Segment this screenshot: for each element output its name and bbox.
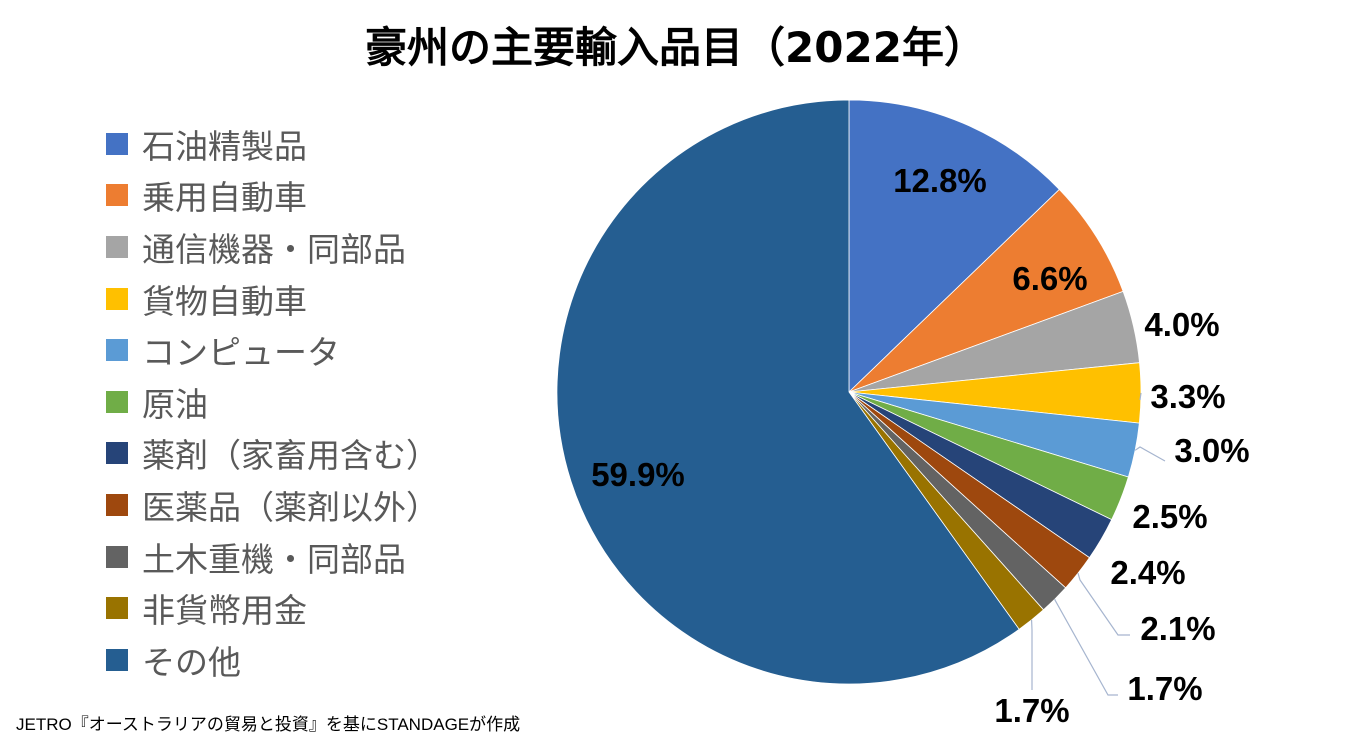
legend-swatch [106, 339, 128, 362]
leader-line [1077, 572, 1130, 636]
pie-slice [848, 188, 1124, 393]
data-label: 2.4% [1110, 554, 1185, 591]
pie-slice [556, 99, 1020, 685]
legend-item: 貨物自動車 [106, 273, 439, 325]
legend-swatch [106, 442, 128, 465]
legend-label: コンピュータ [142, 333, 340, 373]
legend-swatch [106, 597, 128, 620]
legend-label: 薬剤（家畜用含む） [142, 436, 439, 476]
legend: 石油精製品乗用自動車通信機器・同部品 貨物自動車コンピュータ 原油薬剤（家畜用含む）… [106, 118, 439, 686]
legend-label: 通信機器・同部品 [142, 229, 406, 269]
legend-swatch [106, 390, 128, 413]
leader-line [1134, 446, 1166, 462]
leader-line [1054, 599, 1118, 696]
legend-item: 非貨幣用金 [106, 582, 439, 634]
legend-swatch [106, 287, 128, 310]
data-label: 6.6% [1012, 260, 1087, 297]
legend-label: 原油 [142, 384, 208, 424]
data-label: 59.9% [591, 456, 685, 493]
legend-label: 石油精製品 [142, 126, 307, 166]
legend-item: 通信機器・同部品 [106, 221, 439, 273]
legend-swatch [106, 235, 128, 258]
legend-item: 石油精製品 [106, 118, 439, 170]
legend-item: 原油 [106, 376, 439, 428]
legend-label: 乗用自動車 [142, 178, 307, 218]
data-label: 1.7% [1127, 670, 1202, 707]
data-label: 2.1% [1140, 610, 1215, 647]
legend-item: コンピュータ [106, 324, 439, 376]
data-label: 1.7% [994, 692, 1069, 729]
legend-swatch [106, 493, 128, 516]
chart-title: 豪州の主要輸入品目（2022年） [365, 23, 986, 72]
legend-item: 土木重機・同部品 [106, 531, 439, 583]
legend-swatch [106, 184, 128, 207]
data-label: 3.0% [1174, 432, 1249, 469]
data-label: 4.0% [1144, 306, 1219, 343]
leader-line [1139, 392, 1142, 401]
pie-slice [848, 99, 1060, 393]
legend-item: 薬剤（家畜用含む） [106, 428, 439, 480]
legend-item: その他 [106, 634, 439, 686]
legend-label: 非貨幣用金 [142, 591, 307, 631]
legend-item: 医薬品（薬剤以外） [106, 479, 439, 531]
legend-item: 乗用自動車 [106, 170, 439, 222]
legend-swatch [106, 545, 128, 568]
legend-label: 貨物自動車 [142, 281, 307, 321]
legend-label: その他 [142, 642, 241, 682]
legend-swatch [106, 648, 128, 671]
data-label: 12.8% [893, 162, 987, 199]
data-label: 3.3% [1150, 378, 1225, 415]
data-label: 2.5% [1132, 498, 1207, 535]
legend-swatch [106, 132, 128, 155]
source-note: JETRO『オーストラリアの貿易と投資』を基にSTANDAGEが作成 [16, 715, 521, 734]
legend-label: 医薬品（薬剤以外） [142, 487, 439, 527]
legend-label: 土木重機・同部品 [142, 539, 406, 579]
